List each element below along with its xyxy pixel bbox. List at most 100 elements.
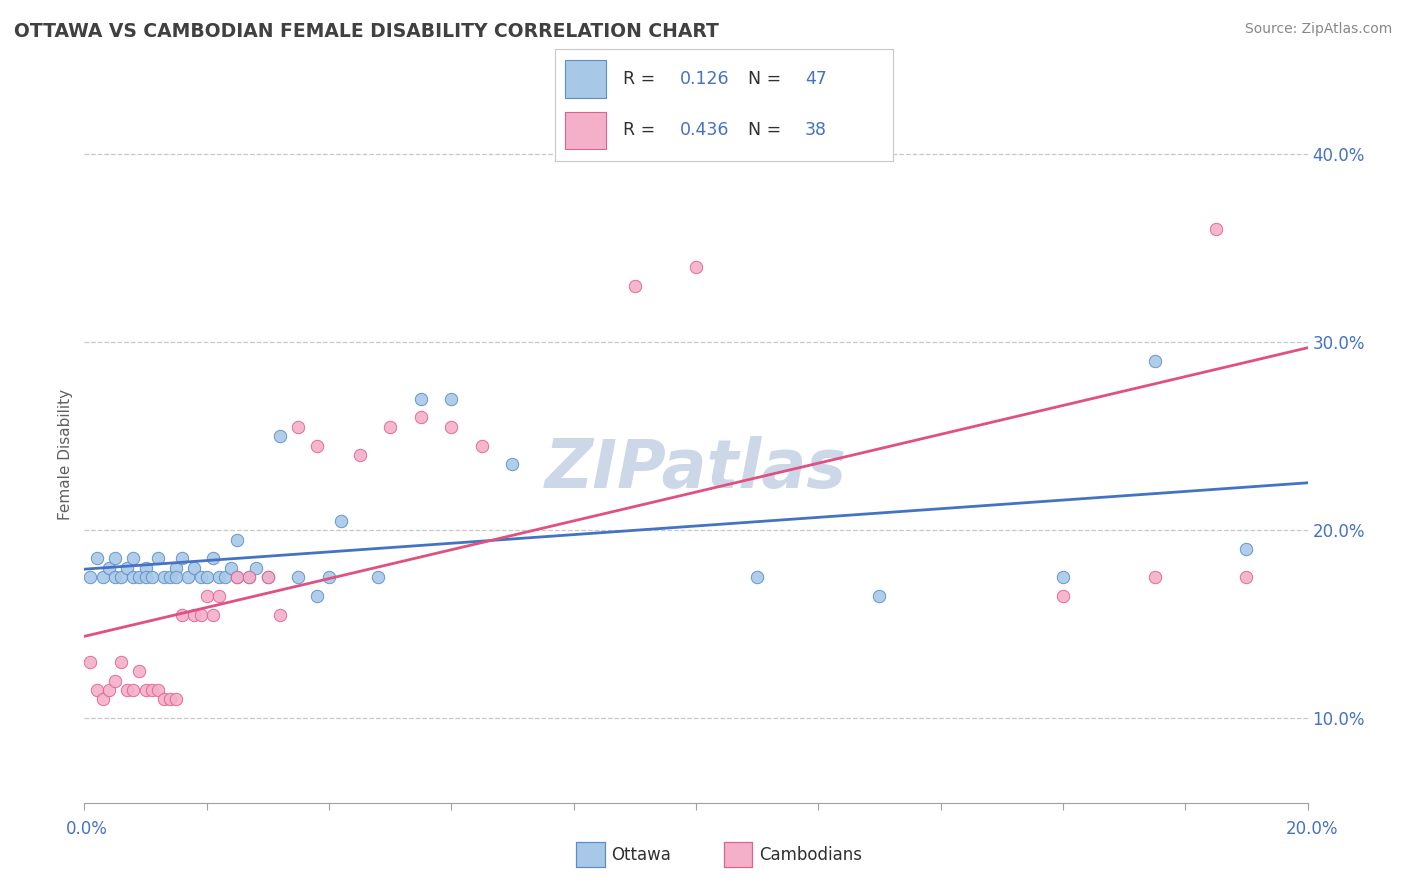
- Text: R =: R =: [623, 121, 661, 139]
- Point: [226, 533, 249, 547]
- Text: 20.0%: 20.0%: [1285, 820, 1339, 838]
- Text: Ottawa: Ottawa: [612, 846, 672, 863]
- Point: [97, 560, 120, 574]
- Text: R =: R =: [623, 70, 661, 88]
- Point: [330, 514, 353, 528]
- Text: Source: ZipAtlas.com: Source: ZipAtlas.com: [1244, 22, 1392, 37]
- FancyBboxPatch shape: [565, 61, 606, 98]
- Point: [208, 589, 231, 603]
- Point: [685, 260, 707, 274]
- Point: [747, 570, 769, 584]
- Point: [104, 570, 127, 584]
- Point: [146, 551, 169, 566]
- Point: [624, 278, 647, 293]
- Y-axis label: Female Disability: Female Disability: [58, 389, 73, 521]
- Point: [115, 683, 138, 698]
- Point: [110, 655, 132, 669]
- Point: [1143, 354, 1166, 368]
- Point: [165, 692, 187, 706]
- Point: [349, 448, 371, 462]
- Point: [1052, 570, 1074, 584]
- Point: [177, 570, 200, 584]
- Point: [115, 560, 138, 574]
- Point: [201, 551, 224, 566]
- Point: [104, 673, 127, 688]
- Point: [79, 655, 101, 669]
- Point: [122, 570, 145, 584]
- Point: [318, 570, 340, 584]
- Point: [91, 570, 114, 584]
- Point: [409, 410, 432, 425]
- Point: [471, 438, 494, 452]
- Point: [305, 589, 328, 603]
- Text: Cambodians: Cambodians: [759, 846, 862, 863]
- Point: [79, 570, 101, 584]
- Point: [165, 560, 187, 574]
- Point: [257, 570, 280, 584]
- Point: [110, 570, 132, 584]
- Point: [201, 607, 224, 622]
- Text: N =: N =: [748, 70, 786, 88]
- Text: 38: 38: [806, 121, 827, 139]
- Point: [214, 570, 236, 584]
- Point: [86, 683, 108, 698]
- Point: [238, 570, 260, 584]
- Point: [380, 419, 402, 434]
- Text: ZIPatlas: ZIPatlas: [546, 436, 846, 502]
- Point: [226, 570, 249, 584]
- Point: [219, 560, 242, 574]
- Text: 47: 47: [806, 70, 827, 88]
- Point: [159, 692, 181, 706]
- Point: [172, 551, 194, 566]
- Point: [440, 392, 463, 406]
- Point: [153, 570, 176, 584]
- Point: [1236, 541, 1258, 556]
- Point: [1143, 570, 1166, 584]
- Point: [104, 551, 127, 566]
- Point: [440, 419, 463, 434]
- Point: [97, 683, 120, 698]
- Point: [257, 570, 280, 584]
- Point: [195, 589, 218, 603]
- Point: [128, 664, 150, 678]
- Point: [122, 683, 145, 698]
- Point: [287, 570, 309, 584]
- Point: [128, 570, 150, 584]
- Point: [287, 419, 309, 434]
- Text: OTTAWA VS CAMBODIAN FEMALE DISABILITY CORRELATION CHART: OTTAWA VS CAMBODIAN FEMALE DISABILITY CO…: [14, 22, 718, 41]
- Point: [141, 570, 163, 584]
- Point: [367, 570, 389, 584]
- Point: [409, 392, 432, 406]
- Point: [190, 570, 212, 584]
- Point: [141, 683, 163, 698]
- Point: [1236, 570, 1258, 584]
- Text: 0.436: 0.436: [681, 121, 730, 139]
- Point: [1052, 589, 1074, 603]
- Point: [86, 551, 108, 566]
- Point: [238, 570, 260, 584]
- Point: [135, 560, 157, 574]
- FancyBboxPatch shape: [565, 112, 606, 150]
- Point: [502, 458, 524, 472]
- Text: N =: N =: [748, 121, 786, 139]
- Point: [91, 692, 114, 706]
- Text: 0.126: 0.126: [681, 70, 730, 88]
- Point: [1205, 222, 1227, 236]
- Point: [226, 570, 249, 584]
- Point: [135, 570, 157, 584]
- Point: [208, 570, 231, 584]
- Point: [159, 570, 181, 584]
- Point: [183, 560, 205, 574]
- Point: [195, 570, 218, 584]
- Point: [190, 607, 212, 622]
- Point: [183, 607, 205, 622]
- Point: [172, 607, 194, 622]
- Point: [269, 429, 291, 443]
- Text: 0.0%: 0.0%: [66, 820, 108, 838]
- Point: [305, 438, 328, 452]
- Point: [122, 551, 145, 566]
- Point: [153, 692, 176, 706]
- Point: [135, 683, 157, 698]
- Point: [869, 589, 891, 603]
- Point: [245, 560, 267, 574]
